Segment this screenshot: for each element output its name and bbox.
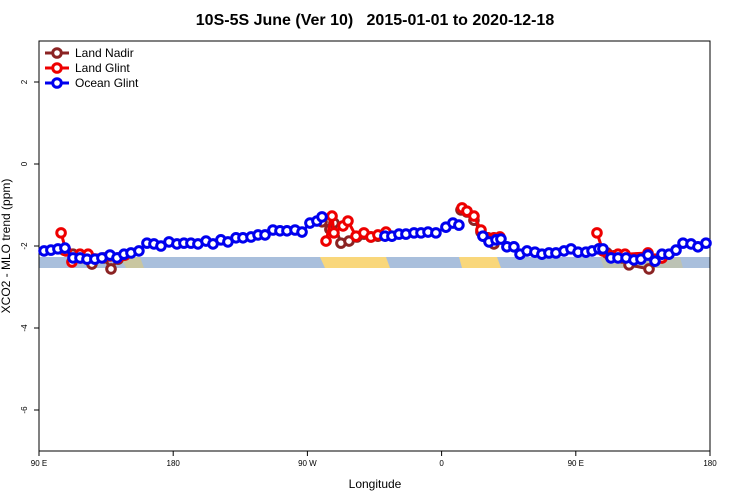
data-point — [700, 237, 712, 249]
data-point — [342, 215, 354, 227]
data-point — [328, 227, 340, 239]
x-tick-label: 90 W — [298, 459, 317, 468]
data-point — [320, 235, 332, 247]
data-point — [59, 242, 71, 254]
data-point — [55, 227, 67, 239]
land-strip — [320, 257, 390, 268]
series — [38, 211, 712, 267]
legend-label: Ocean Glint — [75, 76, 139, 90]
legend-marker — [51, 62, 63, 74]
x-tick-label: 180 — [167, 459, 181, 468]
chart-title: 10S-5S June (Ver 10) 2015-01-01 to 2020-… — [196, 12, 555, 29]
x-axis-label: Longitude — [349, 477, 402, 491]
data-point — [495, 233, 507, 245]
data-point — [642, 249, 654, 261]
land-strip — [459, 257, 501, 268]
legend-item: Ocean Glint — [45, 76, 139, 90]
legend-marker — [51, 47, 63, 59]
data-point — [105, 263, 117, 275]
data-point — [591, 227, 603, 239]
y-tick-label: -2 — [20, 242, 29, 250]
y-tick-label: -6 — [20, 406, 29, 414]
x-tick-label: 90 E — [31, 459, 47, 468]
legend-item: Land Glint — [45, 61, 130, 75]
data-point — [597, 243, 609, 255]
data-point — [430, 227, 442, 239]
y-tick-label: 0 — [20, 161, 29, 166]
data-point — [643, 263, 655, 275]
x-tick-label: 90 E — [568, 459, 584, 468]
x-tick-label: 180 — [703, 459, 717, 468]
data-point — [133, 245, 145, 257]
data-point — [670, 244, 682, 256]
x-tick-label: 0 — [439, 459, 444, 468]
data-point — [326, 210, 338, 222]
legend-label: Land Nadir — [75, 46, 134, 60]
y-axis-label: XCO2 - MLO trend (ppm) — [0, 179, 13, 314]
data-point — [649, 255, 661, 267]
data-point — [316, 211, 328, 223]
y-tick-label: -4 — [20, 324, 29, 332]
data-point — [508, 241, 520, 253]
legend-label: Land Glint — [75, 61, 130, 75]
legend-item: Land Nadir — [45, 46, 134, 60]
data-point — [259, 229, 271, 241]
data-point — [453, 219, 465, 231]
y-tick-label: 2 — [20, 79, 29, 84]
legend-marker — [51, 77, 63, 89]
data-point — [296, 226, 308, 238]
data-point — [468, 210, 480, 222]
